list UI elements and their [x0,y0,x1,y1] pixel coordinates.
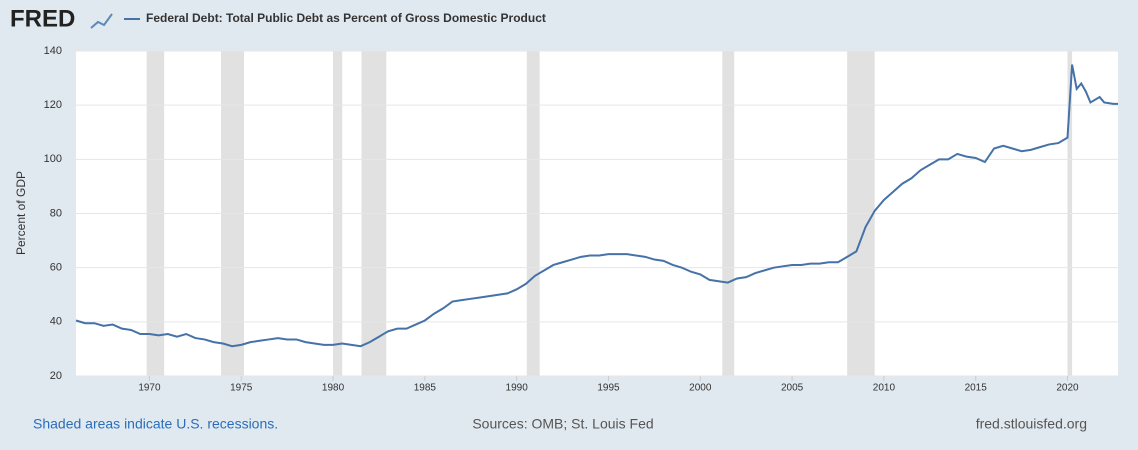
x-tick-label: 1980 [322,383,345,394]
y-tick-label: 80 [50,207,62,219]
logo-icon [90,13,113,29]
legend-label: Federal Debt: Total Public Debt as Perce… [146,11,546,25]
x-tick-label: 2000 [689,383,712,394]
x-tick-label: 2020 [1056,383,1079,394]
x-tick-label: 2010 [873,383,896,394]
y-tick-label: 60 [50,262,62,274]
recession-note[interactable]: Shaded areas indicate U.S. recessions. [33,416,278,432]
y-tick-label: 100 [44,153,62,165]
x-tick-label: 1990 [506,383,529,394]
sources: Sources: OMB; St. Louis Fed [472,416,653,432]
logo: FRED [10,5,75,32]
x-tick-label: 1975 [230,383,253,394]
x-tick-label: 2005 [781,383,804,394]
y-tick-label: 120 [44,99,62,111]
y-axis-label: Percent of GDP [14,171,28,255]
y-tick-label: 20 [50,370,62,382]
x-tick-label: 2015 [965,383,988,394]
y-tick-label: 40 [50,316,62,328]
x-tick-label: 1985 [414,383,437,394]
data-line [75,64,1118,348]
site: fred.stlouisfed.org [976,416,1087,432]
y-tick-label: 140 [44,45,62,57]
x-tick-label: 1970 [138,383,161,394]
x-tick-label: 1995 [597,383,620,394]
